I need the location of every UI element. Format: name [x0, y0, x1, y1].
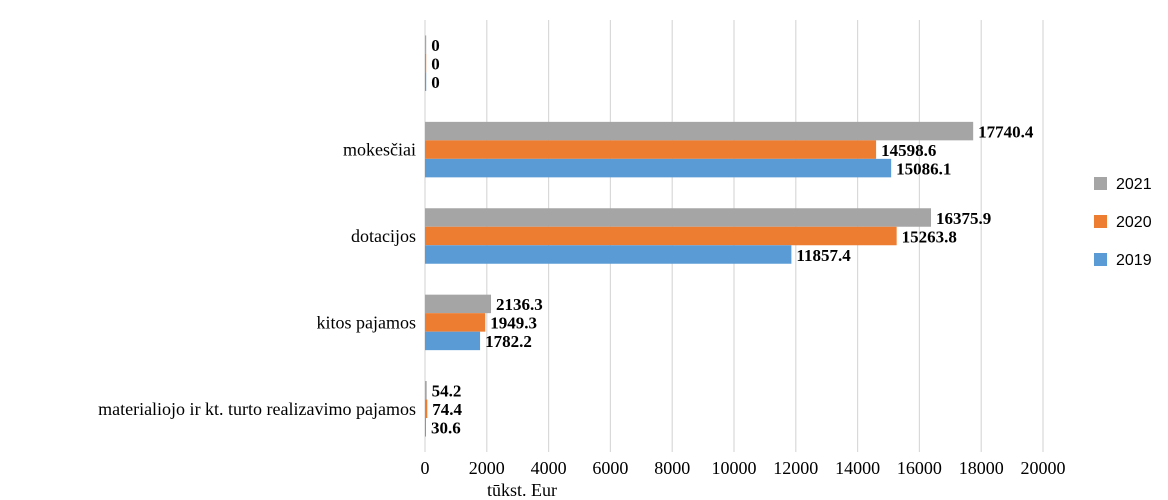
data-label: 30.6 — [431, 419, 461, 438]
data-label: 15086.1 — [896, 159, 951, 178]
bar-2019 — [425, 245, 792, 264]
category-label: dotacijos — [351, 226, 416, 246]
bar-2019 — [425, 331, 481, 351]
data-label: 1782.2 — [485, 332, 532, 351]
bar-2019 — [425, 418, 426, 437]
bar-2019 — [425, 72, 427, 91]
bar-2020 — [425, 53, 427, 73]
data-label: 16375.9 — [936, 209, 991, 228]
data-label: 17740.4 — [978, 122, 1034, 141]
bar-2021 — [425, 121, 974, 141]
data-label: 74.4 — [432, 400, 462, 419]
x-tick-label: 0 — [421, 458, 430, 478]
x-tick-label: 20000 — [1021, 458, 1066, 478]
legend-swatch — [1094, 253, 1107, 266]
legend-label: 2020 — [1116, 214, 1152, 231]
x-tick-labels: 0 2000 4000 6000 8000 10000 12000 14000 16000 180… — [421, 458, 1066, 478]
data-label: 11857.4 — [796, 246, 851, 265]
bar-2019 — [425, 158, 892, 178]
x-tick-label: 12000 — [773, 458, 818, 478]
data-label: 2136.3 — [496, 295, 543, 314]
x-tick-label: 10000 — [712, 458, 757, 478]
data-label: 0 — [431, 54, 440, 73]
x-tick-label: 4000 — [531, 458, 567, 478]
value-labels: 00017740.414598.615086.116375.915263.811… — [431, 36, 1034, 438]
data-label: 0 — [431, 36, 440, 55]
bars — [425, 35, 974, 437]
legend-swatch — [1094, 215, 1107, 228]
x-tick-label: 2000 — [469, 458, 505, 478]
bar-2021 — [425, 294, 492, 314]
data-label: 0 — [431, 73, 440, 92]
bar-2021 — [425, 35, 427, 54]
category-label: materialiojo ir kt. turto realizavimo pa… — [98, 399, 416, 419]
x-tick-label: 18000 — [959, 458, 1004, 478]
x-tick-label: 6000 — [592, 458, 628, 478]
x-tick-label: 14000 — [835, 458, 880, 478]
category-label: mokesčiai — [343, 140, 416, 160]
bar-2021 — [425, 208, 932, 227]
category-labels: mokesčiai dotacijos kitos pajamos materiali… — [98, 140, 416, 419]
bar-2021 — [425, 381, 427, 400]
x-tick-label: 8000 — [654, 458, 690, 478]
legend-swatch — [1094, 177, 1107, 190]
bar-2020 — [425, 399, 428, 419]
legend-label: 2021 — [1116, 176, 1152, 193]
bar-2020 — [425, 140, 877, 159]
data-label: 15263.8 — [902, 227, 957, 246]
data-label: 54.2 — [432, 382, 462, 401]
bar-2020 — [425, 313, 486, 332]
category-label: kitos pajamos — [317, 312, 417, 332]
x-axis-title: tūkst. Eur — [487, 480, 557, 500]
data-label: 14598.6 — [881, 141, 936, 160]
x-tick-label: 16000 — [897, 458, 942, 478]
legend-label: 2019 — [1116, 252, 1152, 269]
legend: 2021 2020 2019 — [1094, 176, 1152, 269]
bar-2020 — [425, 226, 897, 246]
data-label: 1949.3 — [490, 314, 537, 333]
